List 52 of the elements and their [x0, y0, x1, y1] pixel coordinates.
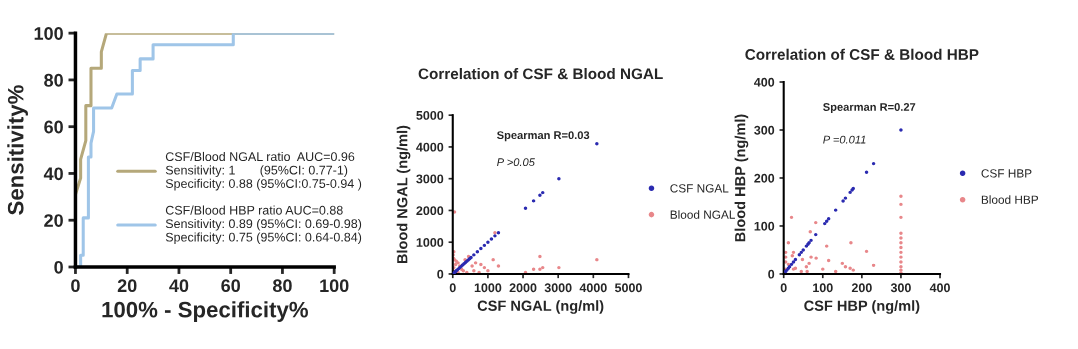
x-tick-label: 3000	[544, 283, 572, 293]
y-tick-label: 100	[754, 221, 775, 231]
x-tick-label: 60	[221, 279, 240, 293]
annotation: Spearman R=0.03	[497, 131, 590, 142]
x-tick-label: 100	[813, 283, 833, 293]
x-tick-label: 20	[117, 279, 137, 293]
y-tick-label: 5000	[416, 110, 444, 120]
x-axis-title: 100% - Specificity%	[102, 301, 308, 322]
y-tick-label: 400	[754, 77, 775, 87]
x-tick-label: 400	[929, 283, 950, 293]
y-axis-title: Sensitivity%	[7, 85, 28, 215]
annotation: P >0.05	[497, 158, 535, 167]
y-tick-label: 3000	[416, 174, 444, 184]
annotation: P =0.011	[823, 135, 866, 144]
x-tick-label: 80	[272, 279, 292, 293]
x-tick-label: 0	[780, 283, 787, 293]
y-tick-label: 2000	[416, 206, 444, 216]
y-tick-label: 300	[754, 125, 775, 135]
x-tick-label: 100	[320, 279, 349, 293]
x-tick-label: 5000	[614, 283, 642, 293]
x-axis-title: CSF HBP (ng/ml)	[804, 300, 920, 314]
y-tick-label: 4000	[416, 142, 444, 152]
y-axis-title: Blood HBP (ng/ml)	[734, 114, 749, 242]
y-tick-label: 100	[34, 27, 63, 40]
legend-label: CSF/Blood HBP ratio AUC=0.88 Sensitivity: 0.89 (95%CI: 0.69-0.98) Specificity: 0.75 (95%CI: 0.64-0.84)	[165, 205, 362, 245]
x-tick-label: 0	[449, 283, 456, 293]
legend-label: Blood HBP	[981, 195, 1039, 204]
x-tick-label: 0	[71, 279, 80, 293]
y-tick-label: 200	[754, 173, 775, 183]
y-tick-label: 20	[44, 214, 63, 227]
legend-label: CSF NGAL	[670, 184, 729, 193]
chart-title: Correlation of CSF & Blood NGAL	[418, 67, 663, 80]
y-axis-title: Blood NGAL (ng/ml)	[396, 125, 411, 264]
y-tick-label: 1000	[416, 238, 444, 247]
legend-label: CSF HBP	[981, 169, 1032, 178]
y-tick-label: 80	[44, 73, 63, 87]
x-tick-label: 4000	[579, 283, 607, 293]
annotation: Spearman R=0.27	[823, 103, 916, 114]
x-tick-label: 200	[851, 283, 872, 293]
y-tick-label: 0	[437, 269, 444, 279]
x-tick-label: 1000	[474, 283, 502, 293]
legend-label: Blood NGAL	[670, 210, 735, 219]
chart-title: Correlation of CSF & Blood HBP	[745, 48, 979, 60]
x-tick-label: 40	[169, 279, 189, 293]
legend-label: CSF/Blood NGAL ratio AUC=0.96 Sensitivity: 1 (95%CI: 0.77-1) Specificity: 0.88 (95%CI:0.75-0.94 )	[165, 151, 362, 191]
x-tick-label: 2000	[509, 283, 537, 293]
x-tick-label: 300	[890, 283, 911, 293]
y-tick-label: 60	[44, 120, 63, 134]
y-tick-label: 40	[43, 167, 63, 181]
y-tick-label: 0	[768, 269, 775, 279]
y-tick-label: 0	[54, 260, 63, 274]
x-axis-title: CSF NGAL (ng/ml)	[477, 300, 604, 314]
